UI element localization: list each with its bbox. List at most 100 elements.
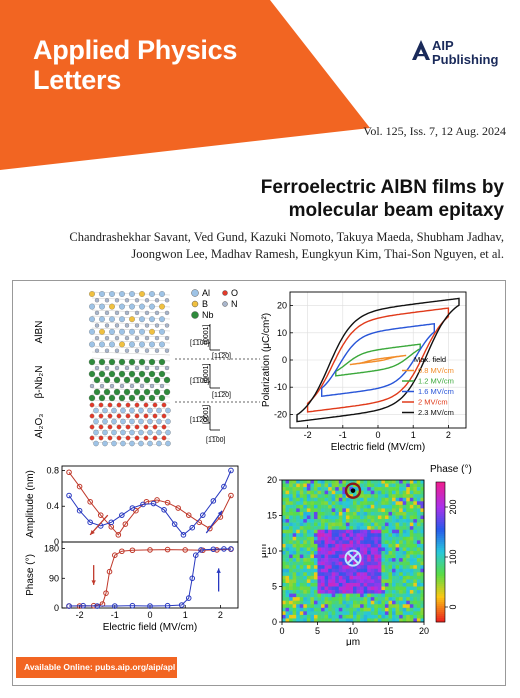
- atom: [152, 413, 158, 419]
- heatmap-cell: [399, 501, 403, 506]
- heatmap-cell: [402, 561, 407, 566]
- heatmap-cell: [303, 611, 308, 616]
- heatmap-cell: [356, 540, 361, 545]
- colorbar-cell: [436, 576, 445, 579]
- heatmap-cell: [402, 614, 407, 619]
- heatmap-cell: [331, 533, 336, 538]
- heatmap-cell: [399, 490, 403, 495]
- heatmap-cell: [360, 614, 364, 619]
- heatmap-cell: [370, 568, 375, 573]
- atom: [165, 429, 171, 436]
- heatmap-cell: [342, 487, 347, 491]
- heatmap-cell: [402, 600, 407, 605]
- heatmap-cell: [381, 551, 386, 555]
- heatmap-cell: [285, 511, 290, 516]
- article-title-line2: molecular beam epitaxy: [288, 200, 504, 221]
- down-polarization-cross: [347, 552, 359, 564]
- heatmap-cell: [310, 487, 315, 491]
- heatmap-cell: [402, 515, 407, 520]
- heatmap-cell: [356, 579, 361, 584]
- colorbar-cell: [436, 618, 445, 621]
- atom: [143, 413, 149, 419]
- atom: [134, 323, 140, 328]
- heatmap-cell: [374, 572, 379, 577]
- heatmap-cell: [367, 529, 372, 534]
- heatmap-cell: [388, 607, 393, 612]
- heatmap-cell: [388, 483, 393, 488]
- heatmap-cell: [289, 511, 293, 516]
- legend-al-dot: [191, 289, 199, 297]
- heatmap-cell: [384, 508, 389, 513]
- heatmap-cell: [324, 519, 329, 523]
- heatmap-cell: [289, 522, 293, 527]
- heatmap-cell: [292, 551, 297, 555]
- heatmap-cell: [374, 582, 379, 587]
- atom: [154, 310, 160, 316]
- heatmap-cell: [345, 600, 350, 605]
- colorbar-cell: [436, 614, 445, 617]
- heatmap-cell: [374, 508, 379, 513]
- heatmap-cell: [342, 501, 347, 506]
- heatmap-cell: [409, 582, 414, 587]
- heatmap-cell: [349, 600, 354, 605]
- heatmap-cell: [289, 614, 293, 619]
- atom: [161, 424, 167, 430]
- heatmap-cell: [331, 614, 336, 619]
- heatmap-cell: [328, 487, 332, 491]
- atom: [133, 388, 141, 396]
- heatmap-cell: [370, 597, 375, 601]
- heatmap-cell: [374, 614, 379, 619]
- heatmap-cell: [370, 480, 375, 484]
- heatmap-cell: [345, 519, 350, 523]
- heatmap-cell: [363, 579, 368, 584]
- heatmap-cell: [395, 590, 400, 594]
- atom: [111, 407, 117, 414]
- author-list: Chandrashekhar Savant, Ved Gund, Kazuki …: [24, 229, 504, 263]
- x-axis-label: Electric field (MV/cm): [331, 442, 425, 453]
- heatmap-cell: [296, 490, 301, 495]
- heatmap-cell: [363, 494, 368, 499]
- dir-label: [11̅2̅0]: [212, 352, 231, 360]
- heatmap-cell: [289, 593, 293, 598]
- atom: [119, 303, 125, 310]
- heatmap-cell: [349, 586, 354, 591]
- heatmap-cell: [399, 614, 403, 619]
- heatmap-cell: [360, 604, 364, 609]
- cover-figure: [12, 280, 506, 686]
- atom: [147, 418, 153, 425]
- heatmap-cell: [292, 511, 297, 516]
- heatmap-cell: [402, 533, 407, 538]
- heatmap-cell: [363, 607, 368, 612]
- colorbar-cell: [436, 548, 445, 551]
- atom: [93, 440, 99, 447]
- heatmap-cell: [328, 501, 332, 506]
- heatmap-cell: [416, 519, 421, 523]
- available-online-badge[interactable]: Available Online: pubs.aip.org/aip/apl: [16, 657, 177, 678]
- heatmap-cell: [353, 551, 357, 555]
- heatmap-cell: [384, 568, 389, 573]
- heatmap-cell: [367, 487, 372, 491]
- heatmap-cell: [367, 604, 372, 609]
- atom: [161, 435, 167, 441]
- heatmap-cell: [299, 614, 304, 619]
- heatmap-cell: [303, 572, 308, 577]
- heatmap-cell: [317, 529, 322, 534]
- heatmap-cell: [384, 561, 389, 566]
- y-tick-label: 5: [272, 582, 277, 592]
- heatmap-cell: [313, 526, 318, 530]
- heatmap-cell: [353, 508, 357, 513]
- atom: [107, 402, 113, 408]
- y-tick-label: 20: [267, 475, 277, 485]
- heatmap-cell: [282, 607, 286, 612]
- x-axis-label: Electric field (MV/cm): [103, 622, 197, 633]
- bond: [91, 435, 171, 440]
- data-point: [228, 467, 234, 474]
- heatmap-cell: [303, 604, 308, 609]
- heatmap-cell: [345, 511, 350, 516]
- heatmap-cell: [289, 561, 293, 566]
- heatmap-cell: [384, 543, 389, 548]
- heatmap-cell: [395, 504, 400, 509]
- atom: [125, 413, 131, 419]
- heatmap-cell: [296, 515, 301, 520]
- heatmap-cell: [356, 529, 361, 534]
